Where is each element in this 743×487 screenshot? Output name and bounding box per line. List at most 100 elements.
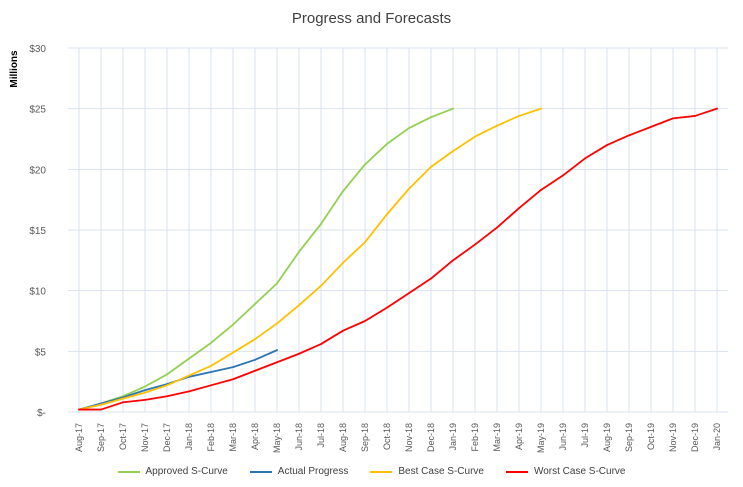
data-point [298,304,300,307]
y-tick-label: $20 [29,165,46,176]
x-tick-label: Jan-18 [184,423,194,451]
y-tick-label: $5 [35,347,47,358]
legend-item: Actual Progress [249,466,349,477]
x-tick-label: Aug-17 [74,423,84,452]
data-point [452,107,454,110]
data-point [232,351,234,354]
chart-title: Progress and Forecasts [291,10,452,27]
data-point [210,371,212,373]
data-point [298,352,300,355]
x-tick-label: Jan-19 [448,423,458,451]
data-point [518,207,520,210]
data-point [584,157,586,160]
data-point [342,261,344,264]
data-point [474,243,476,246]
data-point [430,116,432,119]
data-point [408,187,410,190]
data-point [298,250,300,253]
data-point [276,349,278,352]
legend-swatch [249,470,272,473]
data-point [716,107,718,110]
data-point [144,385,146,388]
x-tick-label: Jul-19 [580,423,590,448]
x-tick-label: Mar-19 [492,423,502,452]
data-point [386,213,388,216]
data-point [452,150,454,153]
data-point [364,320,366,322]
legend-item: Worst Case S-Curve [505,466,626,477]
data-point [254,338,256,341]
legend-label: Approved S-Curve [145,466,228,477]
x-tick-label: Aug-18 [338,423,348,452]
x-tick-label: Jan-20 [712,423,722,451]
data-point [540,107,542,110]
series-line [78,107,718,411]
data-point [540,189,542,191]
data-point [210,341,212,344]
data-point [254,303,256,305]
data-point [144,391,146,394]
legend-swatch [505,470,528,473]
data-point [232,323,234,326]
data-point [100,408,102,411]
data-point [628,134,630,137]
series-line [78,107,542,411]
x-tick-label: Dec-17 [162,423,172,452]
data-point [408,292,410,294]
data-point [144,398,146,401]
data-point [364,241,366,244]
data-point [364,163,366,166]
data-point [408,127,410,129]
x-tick-label: Nov-18 [404,423,414,452]
x-tick-label: Feb-19 [470,423,480,452]
y-tick-label: $25 [29,105,46,116]
data-point [100,403,102,406]
x-tick-label: Aug-19 [602,423,612,452]
data-point [320,284,322,287]
legend-label: Actual Progress [277,466,349,477]
data-point [606,144,608,146]
y-tick-label: $10 [29,287,46,298]
data-point [122,397,124,400]
y-tick-label: $30 [29,44,46,55]
data-point [496,124,498,127]
data-point [276,322,278,325]
data-point [650,125,652,128]
series-line [78,107,454,411]
data-point [474,135,476,138]
legend-swatch [117,470,140,473]
data-point [144,389,146,392]
data-point [254,369,256,372]
x-tick-label: Mar-18 [228,423,238,452]
data-point [166,395,168,398]
data-point [166,384,168,387]
data-point [210,384,212,387]
data-point [386,306,388,309]
x-tick-label: Sep-19 [624,423,634,452]
data-point [276,361,278,364]
legend-item: Best Case S-Curve [370,466,484,477]
data-point [166,373,168,376]
x-tick-label: Jun-19 [558,423,568,451]
y-tick-label: $- [37,408,46,419]
data-point [386,142,388,145]
data-point [430,277,432,280]
legend-label: Worst Case S-Curve [533,466,626,477]
legend-item: Approved S-Curve [117,466,228,477]
chart-legend: Approved S-Curve Actual Progress Best Case… [0,466,743,477]
x-tick-label: Apr-19 [514,423,524,450]
data-point [320,223,322,225]
data-point [672,117,674,120]
data-point [276,282,278,285]
x-tick-label: Sep-17 [96,423,106,452]
data-point [210,364,212,367]
legend-swatch [370,470,393,473]
data-point [232,366,234,369]
y-tick-label: $15 [29,226,46,237]
data-point [188,390,190,393]
x-tick-label: Jul-18 [316,423,326,448]
data-point [518,115,520,117]
data-point [122,401,124,404]
